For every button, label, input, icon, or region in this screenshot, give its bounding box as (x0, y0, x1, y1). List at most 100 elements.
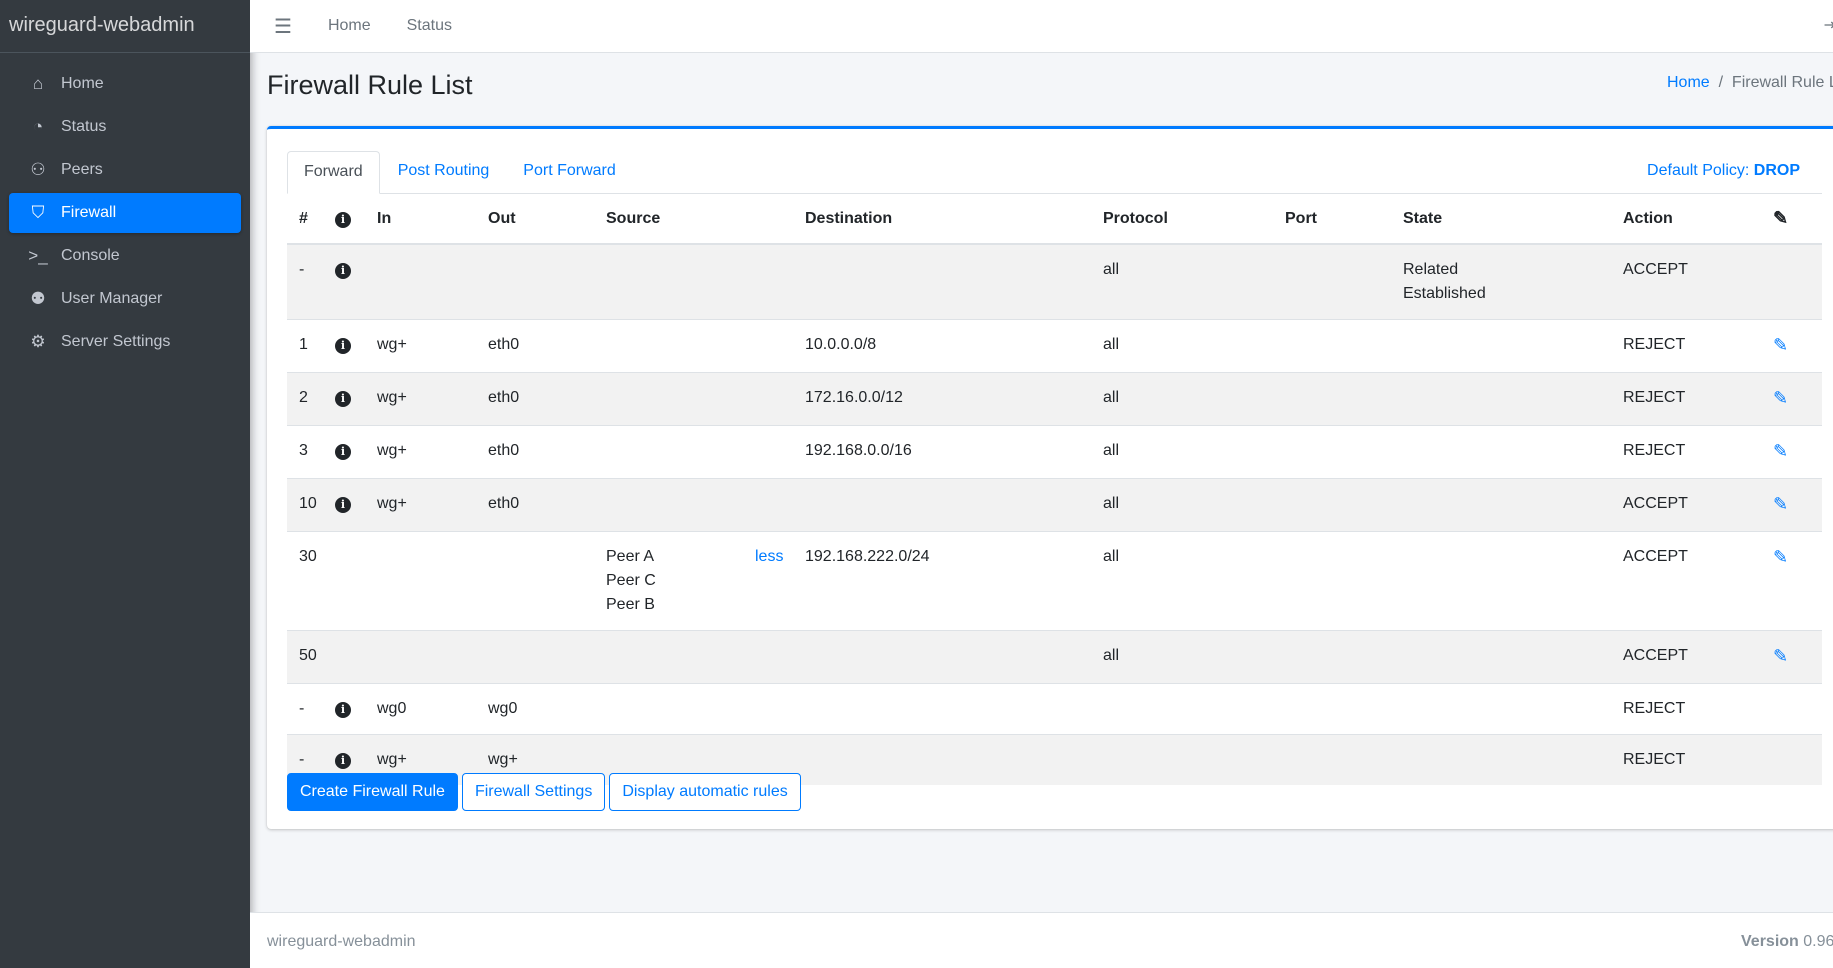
cogs-icon: ⚙ (30, 332, 46, 351)
cell-edit: ✎ (1761, 531, 1822, 631)
cell-action: REJECT (1611, 734, 1761, 785)
logout-icon[interactable]: ⇥ (1823, 17, 1833, 34)
cell-action: REJECT (1611, 372, 1761, 426)
display-automatic-rules-button[interactable]: Display automatic rules (609, 773, 801, 811)
info-icon[interactable]: i (335, 444, 351, 460)
cell-edit: ✎ (1761, 372, 1822, 426)
col-number: # (287, 194, 323, 245)
cell-destination: 192.168.222.0/24 (793, 531, 1091, 631)
edit-icon[interactable]: ✎ (1773, 494, 1789, 514)
cell-edit (1761, 683, 1822, 735)
edit-icon[interactable]: ✎ (1773, 335, 1789, 355)
cell-out: eth0 (476, 372, 594, 426)
cell-number: 1 (287, 319, 323, 373)
actions: Create Firewall Rule Firewall Settings D… (287, 773, 801, 811)
sidebar-item-firewall[interactable]: ⛉ Firewall (9, 193, 241, 233)
col-info: i (323, 194, 365, 245)
col-edit: ✎ (1761, 194, 1822, 245)
cell-in: wg+ (365, 319, 476, 373)
cell-destination: 10.0.0.0/8 (793, 319, 1091, 373)
cell-port (1273, 425, 1391, 479)
cell-action: ACCEPT (1611, 630, 1761, 684)
info-icon: i (335, 211, 351, 228)
info-icon[interactable]: i (335, 338, 351, 354)
edit-icon[interactable]: ✎ (1773, 646, 1789, 666)
cell-out (476, 531, 594, 631)
info-icon[interactable]: i (335, 702, 351, 718)
topnav-home[interactable]: Home (327, 17, 371, 34)
info-icon[interactable]: i (335, 753, 351, 769)
menu-toggle-icon[interactable]: ☰ (274, 15, 292, 38)
cell-in (365, 531, 476, 631)
breadcrumb-separator: / (1714, 74, 1732, 91)
sidebar-item-console[interactable]: >_ Console (9, 236, 241, 276)
brand[interactable]: wireguard-webadmin (0, 0, 250, 53)
table-row: 30 Peer A Peer C Peer B less 192.168.222.0/24… (287, 531, 1822, 631)
cell-out: eth0 (476, 425, 594, 479)
cell-protocol: all (1091, 243, 1273, 320)
table-row: 10 i wg+ eth0 all ACCEPT ✎ (287, 478, 1822, 532)
version-number: 0.960 (1803, 933, 1833, 950)
cell-protocol: all (1091, 630, 1273, 684)
table-row: - i wg0 wg0 REJECT (287, 683, 1822, 735)
cell-state (1391, 478, 1611, 532)
terminal-icon: >_ (28, 246, 48, 265)
cell-action: ACCEPT (1611, 478, 1761, 532)
cell-source-toggle (743, 425, 793, 479)
tab-port-forward[interactable]: Port Forward (523, 162, 616, 179)
cell-edit (1761, 734, 1822, 785)
cell-number: 3 (287, 425, 323, 479)
less-link[interactable]: less (755, 548, 784, 565)
sidebar-item-home[interactable]: ⌂ Home (9, 64, 241, 104)
cell-state (1391, 531, 1611, 631)
cell-source (594, 372, 743, 426)
edit-icon[interactable]: ✎ (1773, 388, 1789, 408)
cell-port (1273, 630, 1391, 684)
footer-brand: wireguard-webadmin (267, 933, 416, 950)
info-icon[interactable]: i (335, 263, 351, 279)
default-policy-value: DROP (1753, 162, 1800, 179)
cell-info: i (323, 319, 365, 373)
edit-icon[interactable]: ✎ (1773, 547, 1789, 567)
default-policy[interactable]: Default Policy: DROP (1647, 151, 1800, 180)
table-header-row: # i In Out Source Destination Protocol P… (287, 194, 1822, 245)
topnav-status[interactable]: Status (406, 17, 452, 34)
cell-source (594, 683, 743, 735)
table-row: 1 i wg+ eth0 10.0.0.0/8 all REJECT ✎ (287, 319, 1822, 373)
tab-forward[interactable]: Forward (287, 151, 380, 194)
cell-port (1273, 478, 1391, 532)
cell-edit: ✎ (1761, 425, 1822, 479)
footer: wireguard-webadmin Version 0.960 (250, 912, 1833, 968)
users-cog-icon: ⚇ (30, 160, 46, 179)
sidebar-item-label: Peers (61, 161, 103, 178)
cell-protocol: all (1091, 319, 1273, 373)
source-peer: Peer B (606, 596, 655, 613)
tab-post-routing[interactable]: Post Routing (397, 162, 490, 179)
sidebar-item-label: Home (61, 75, 104, 92)
cell-info: i (323, 683, 365, 735)
info-icon[interactable]: i (335, 497, 351, 513)
sidebar-item-server-settings[interactable]: ⚙ Server Settings (9, 322, 241, 362)
cell-destination: 192.168.0.0/16 (793, 425, 1091, 479)
breadcrumb-home[interactable]: Home (1667, 74, 1710, 91)
cell-state (1391, 630, 1611, 684)
sidebar-item-user-manager[interactable]: ⚉ User Manager (9, 279, 241, 319)
firewall-settings-button[interactable]: Firewall Settings (461, 773, 606, 811)
cell-protocol: all (1091, 478, 1273, 532)
cell-source-toggle (743, 243, 793, 320)
version-label: Version (1741, 933, 1799, 950)
cell-protocol (1091, 683, 1273, 735)
sidebar-item-status[interactable]: ◔ Status (9, 107, 241, 147)
info-icon[interactable]: i (335, 391, 351, 407)
create-firewall-rule-button[interactable]: Create Firewall Rule (287, 773, 458, 811)
col-source-toggle (743, 194, 793, 245)
cell-action: REJECT (1611, 319, 1761, 373)
cell-source-toggle (743, 683, 793, 735)
edit-icon[interactable]: ✎ (1773, 208, 1789, 228)
sidebar-item-peers[interactable]: ⚇ Peers (9, 150, 241, 190)
cell-source-toggle: less (743, 531, 793, 631)
firewall-rule-table: # i In Out Source Destination Protocol P… (287, 194, 1822, 785)
breadcrumb: Home / Firewall Rule List (1667, 74, 1833, 92)
cell-out: eth0 (476, 319, 594, 373)
edit-icon[interactable]: ✎ (1773, 441, 1789, 461)
